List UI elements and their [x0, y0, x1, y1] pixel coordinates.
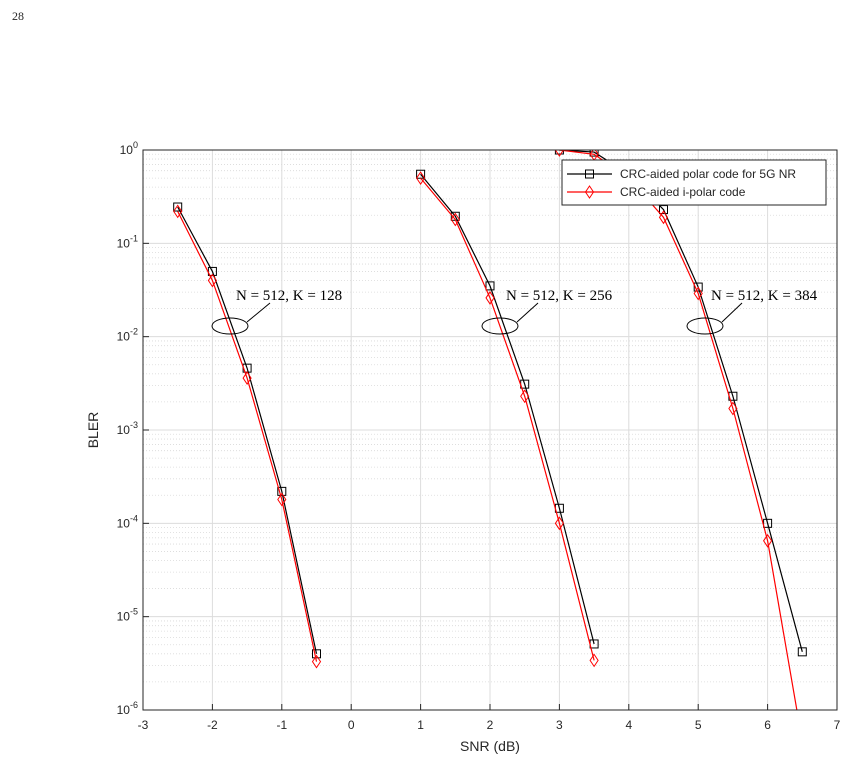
page-number: 28: [12, 9, 24, 23]
ellipse: [481, 317, 519, 335]
marker: [242, 371, 252, 385]
marker: [173, 204, 183, 219]
marker: [584, 185, 595, 199]
x-tick-label: 2: [487, 718, 494, 732]
marker: [173, 202, 183, 212]
y-tick-label: 10-3: [117, 420, 138, 437]
legend-box: [561, 159, 827, 206]
marker: [450, 212, 460, 227]
marker: [762, 533, 773, 548]
marker: [554, 150, 564, 155]
marker: [589, 150, 599, 157]
legend: CRC-aided polar code for 5G NR CRC-aided …: [561, 159, 827, 206]
annotations: N = 512, K = 128 N = 512, K = 256 N = 51…: [211, 288, 818, 335]
annotation: N = 512, K = 384: [711, 288, 818, 304]
marker: [659, 205, 668, 215]
leader: [721, 302, 743, 323]
y-tick-label: 10-1: [117, 233, 138, 250]
series-line: [559, 150, 803, 652]
marker: [277, 486, 287, 496]
marker: [485, 291, 495, 305]
marker: [554, 516, 565, 531]
x-axis-label: SNR (dB): [460, 738, 520, 754]
ellipse: [211, 317, 249, 335]
x-tick-label: 1: [417, 718, 424, 732]
y-tick-label: 10-2: [117, 327, 138, 344]
marker: [554, 150, 565, 157]
marker: [693, 282, 703, 292]
y-axis-label: BLER: [85, 412, 101, 449]
marker: [520, 389, 530, 404]
x-tick-label: -1: [276, 718, 287, 732]
annotation: N = 512, K = 256: [506, 288, 613, 304]
y-tick-label: 10-6: [117, 700, 138, 717]
x-tick-label: -3: [138, 718, 149, 732]
marker: [798, 735, 806, 747]
marker: [585, 169, 594, 179]
marker: [311, 654, 322, 669]
x-tick-label: 5: [695, 718, 702, 732]
marker: [312, 649, 321, 659]
y-tick-label: 10-5: [117, 607, 138, 624]
x-tick-label: 3: [556, 718, 563, 732]
leader: [516, 302, 539, 323]
marker: [415, 171, 426, 185]
marker: [485, 281, 495, 291]
marker: [277, 492, 287, 507]
annotation: N = 512, K = 128: [236, 288, 342, 304]
leader: [246, 302, 271, 323]
x-tick-label: 4: [625, 718, 632, 732]
ellipse: [686, 317, 724, 335]
marker: [589, 653, 599, 668]
marker: [797, 647, 807, 657]
series-line: [177, 206, 318, 654]
x-tick-label: 0: [348, 718, 355, 732]
series-line: [420, 177, 595, 661]
y-tick-label: 100: [120, 140, 138, 157]
marker: [207, 273, 218, 288]
legend-label: CRC-aided polar code for 5G NR: [620, 167, 796, 181]
x-tick-label: -2: [207, 718, 218, 732]
marker: [728, 401, 738, 416]
x-tick-label: 7: [834, 718, 841, 732]
series-line: [177, 211, 318, 662]
x-tick-label: 6: [764, 718, 771, 732]
series-line: [420, 173, 595, 645]
marker: [658, 210, 669, 225]
series-line: [559, 150, 798, 710]
marker: [693, 286, 703, 301]
legend-label: CRC-aided i-polar code: [620, 185, 746, 199]
y-tick-label: 10-4: [117, 513, 138, 530]
